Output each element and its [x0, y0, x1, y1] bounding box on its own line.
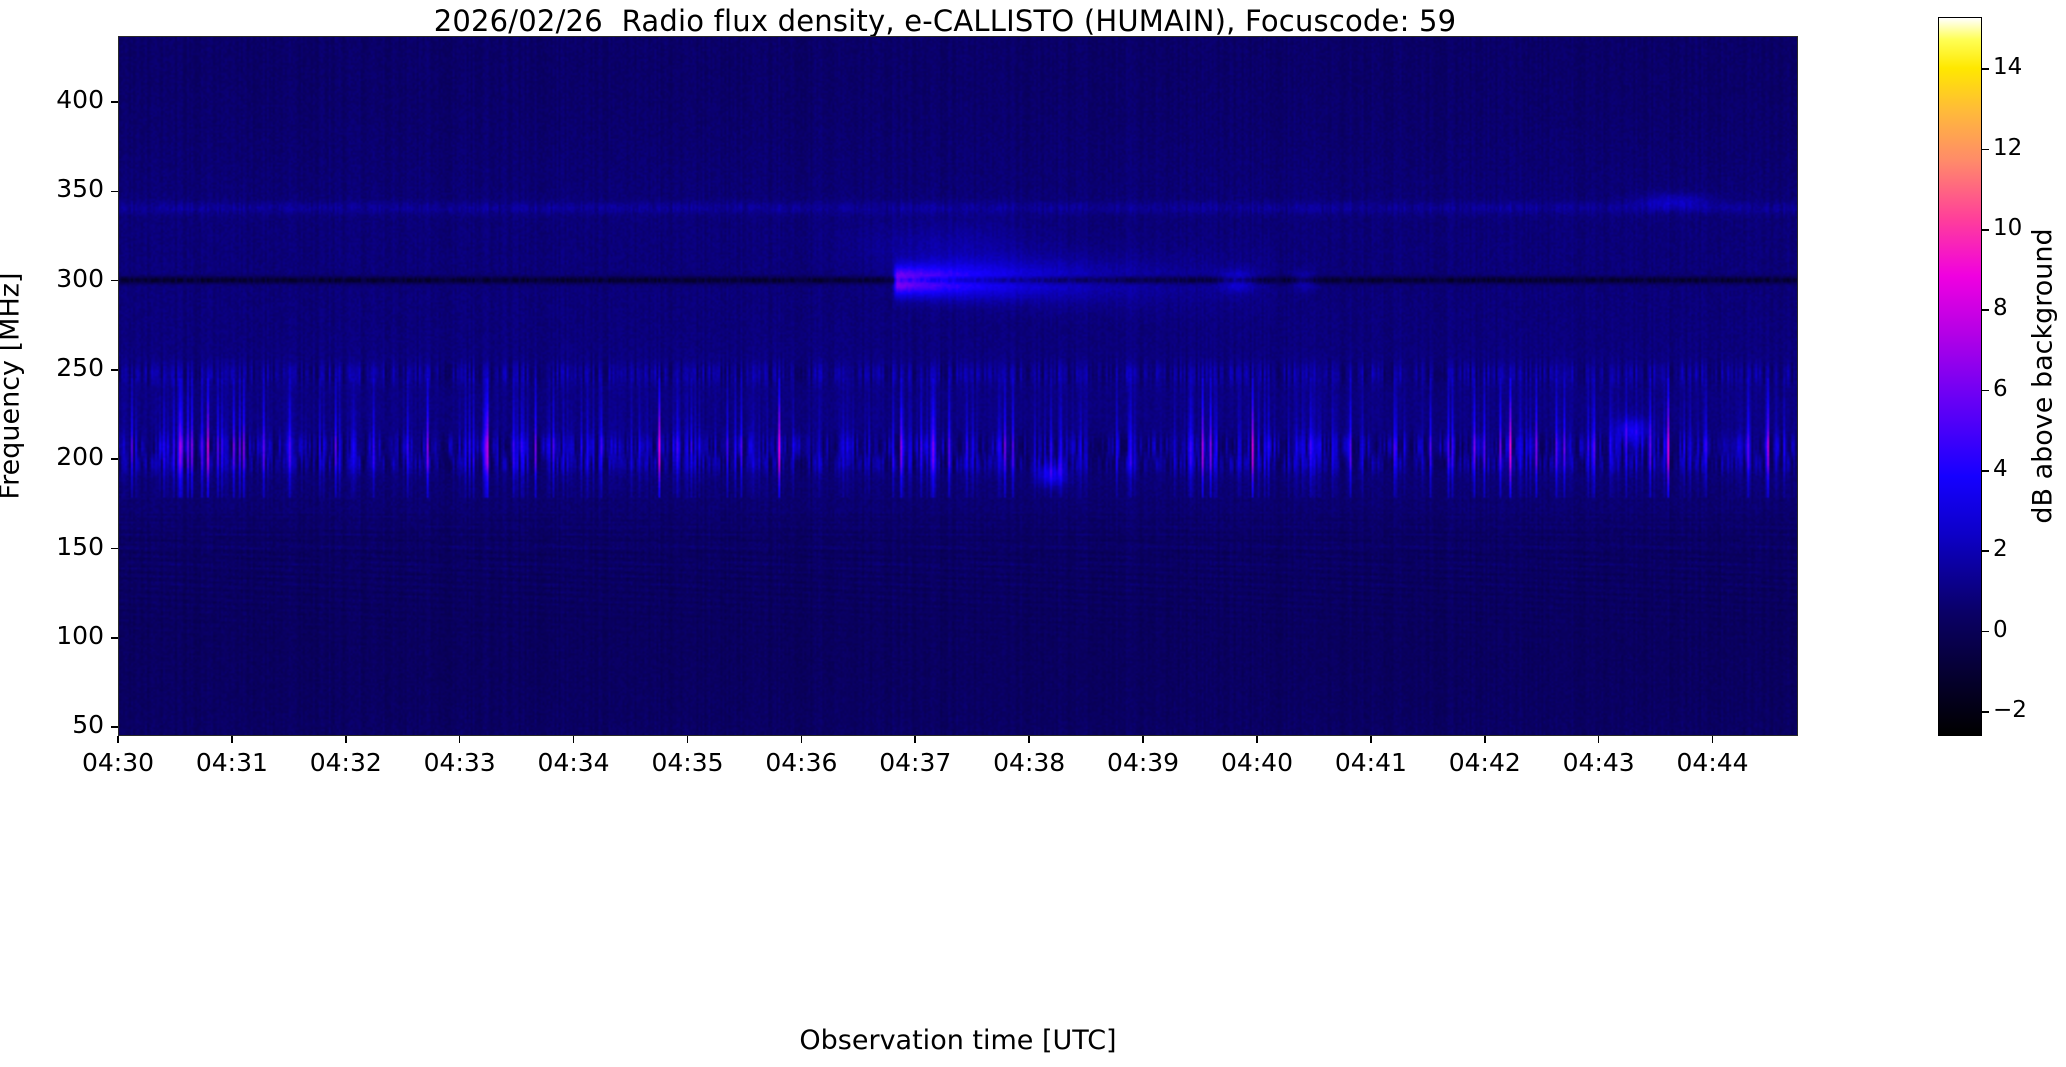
- colorbar-tick-mark: [1982, 229, 1989, 231]
- x-tick-label: 04:39: [1107, 748, 1180, 777]
- x-tick-label: 04:42: [1448, 748, 1521, 777]
- x-tick-label: 04:44: [1676, 748, 1749, 777]
- x-tick-label: 04:43: [1562, 748, 1635, 777]
- x-tick-label: 04:34: [537, 748, 610, 777]
- colorbar-tick-mark: [1982, 711, 1989, 713]
- colorbar-tick-label: 12: [1993, 134, 2023, 161]
- x-tick-label: 04:32: [309, 748, 382, 777]
- x-tick-label: 04:40: [1220, 748, 1293, 777]
- colorbar: [1938, 17, 1982, 736]
- colorbar-tick-label: 0: [1993, 616, 2008, 643]
- x-tick-mark: [686, 736, 689, 743]
- colorbar-tick-mark: [1982, 470, 1989, 472]
- colorbar-tick-mark: [1982, 68, 1989, 70]
- x-tick-mark: [1483, 736, 1486, 743]
- x-tick-label: 04:31: [195, 748, 268, 777]
- x-tick-label: 04:33: [423, 748, 496, 777]
- y-tick-mark: [111, 279, 118, 282]
- x-tick-label: 04:38: [993, 748, 1066, 777]
- x-tick-label: 04:41: [1334, 748, 1407, 777]
- x-tick-mark: [1597, 736, 1600, 743]
- x-tick-mark: [1711, 736, 1714, 743]
- colorbar-tick-label: −2: [1993, 696, 2027, 723]
- y-tick-label: 250: [56, 352, 104, 382]
- y-tick-mark: [111, 636, 118, 639]
- x-tick-mark: [458, 736, 461, 743]
- x-tick-mark: [1028, 736, 1030, 743]
- y-tick-label: 350: [56, 174, 104, 204]
- x-tick-label: 04:37: [879, 748, 952, 777]
- y-tick-mark: [111, 101, 118, 103]
- y-tick-mark: [111, 458, 118, 460]
- x-tick-label: 04:36: [765, 748, 838, 777]
- y-tick-mark: [111, 369, 118, 371]
- colorbar-title: dB above background: [2027, 228, 2059, 524]
- colorbar-tick-label: 8: [1993, 295, 2008, 322]
- x-tick-mark: [117, 736, 119, 743]
- spectrogram-plot-area: [118, 36, 1798, 736]
- y-tick-label: 150: [56, 531, 104, 561]
- y-tick-label: 100: [56, 620, 104, 650]
- y-tick-mark: [111, 190, 118, 193]
- colorbar-tick-label: 2: [1993, 536, 2008, 563]
- x-tick-mark: [231, 736, 233, 743]
- colorbar-tick-mark: [1982, 389, 1989, 392]
- x-tick-mark: [1370, 736, 1372, 743]
- colorbar-tick-label: 10: [1993, 214, 2023, 241]
- x-axis-title: Observation time [UTC]: [799, 1025, 1117, 1056]
- colorbar-tick-label: 4: [1993, 455, 2008, 482]
- spectrogram-image: [119, 37, 1797, 735]
- y-tick-mark: [111, 547, 118, 550]
- colorbar-tick-mark: [1982, 309, 1989, 312]
- x-tick-mark: [572, 736, 575, 743]
- y-tick-label: 300: [56, 263, 104, 293]
- y-tick-label: 50: [72, 710, 104, 740]
- x-tick-mark: [1142, 736, 1144, 743]
- colorbar-tick-label: 6: [1993, 375, 2008, 402]
- colorbar-tick-mark: [1982, 630, 1989, 633]
- x-tick-mark: [344, 736, 347, 743]
- y-tick-mark: [111, 726, 118, 728]
- colorbar-tick-label: 14: [1993, 54, 2023, 81]
- x-tick-label: 04:30: [81, 748, 155, 777]
- y-tick-label: 200: [56, 442, 104, 472]
- y-tick-label: 400: [56, 85, 104, 115]
- x-tick-label: 04:35: [651, 748, 724, 777]
- colorbar-tick-mark: [1982, 148, 1989, 151]
- x-tick-mark: [1256, 736, 1258, 743]
- x-tick-mark: [914, 736, 917, 743]
- colorbar-tick-mark: [1982, 550, 1989, 553]
- x-tick-mark: [800, 736, 803, 743]
- colorbar-gradient: [1939, 18, 1981, 735]
- y-axis-title: Frequency [MHz]: [0, 272, 26, 500]
- page-title: 2026/02/26 Radio flux density, e-CALLIST…: [433, 4, 1457, 38]
